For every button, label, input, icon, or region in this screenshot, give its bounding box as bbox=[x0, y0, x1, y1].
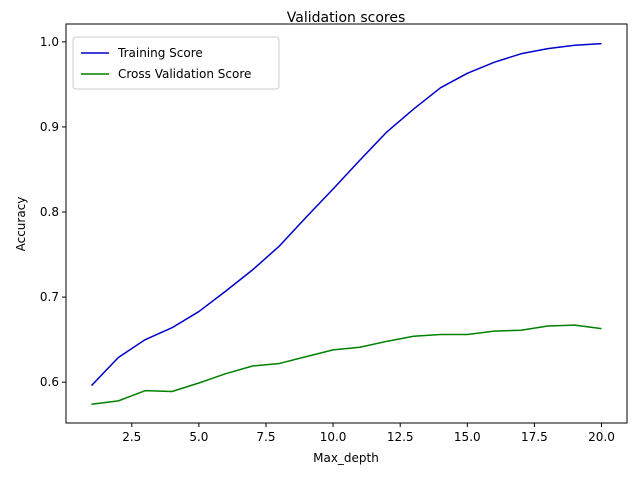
x-axis-ticks: 2.5 5.0 7.5 10.0 12.5 15.0 17.5 20.0 bbox=[122, 423, 615, 444]
series-layer bbox=[90, 42, 602, 406]
series-line-training-score bbox=[90, 42, 602, 387]
x-tick-label: 7.5 bbox=[256, 430, 275, 444]
x-tick-label: 12.5 bbox=[387, 430, 414, 444]
y-axis-ticks: 0.6 0.7 0.8 0.9 1.0 bbox=[40, 35, 66, 389]
y-tick-label: 0.9 bbox=[40, 120, 59, 134]
x-tick-label: 10.0 bbox=[320, 430, 347, 444]
series-line-cross-validation-score bbox=[91, 324, 602, 406]
x-tick-label: 2.5 bbox=[122, 430, 141, 444]
legend: Training Score Cross Validation Score bbox=[72, 36, 280, 90]
x-tick-label: 20.0 bbox=[588, 430, 615, 444]
x-tick-label: 15.0 bbox=[454, 430, 481, 444]
plot-frame bbox=[65, 23, 628, 424]
x-axis-label: Max_depth bbox=[313, 451, 379, 465]
chart-title: Validation scores bbox=[287, 10, 406, 26]
legend-label: Cross Validation Score bbox=[118, 67, 251, 81]
x-tick-label: 17.5 bbox=[521, 430, 548, 444]
y-tick-label: 0.8 bbox=[40, 205, 59, 219]
legend-label: Training Score bbox=[117, 46, 203, 60]
x-tick-label: 5.0 bbox=[189, 430, 208, 444]
y-axis-label: Accuracy bbox=[14, 197, 28, 252]
y-tick-label: 0.7 bbox=[40, 290, 59, 304]
legend-box bbox=[72, 36, 280, 90]
y-tick-label: 1.0 bbox=[40, 35, 59, 49]
y-tick-label: 0.6 bbox=[40, 375, 59, 389]
